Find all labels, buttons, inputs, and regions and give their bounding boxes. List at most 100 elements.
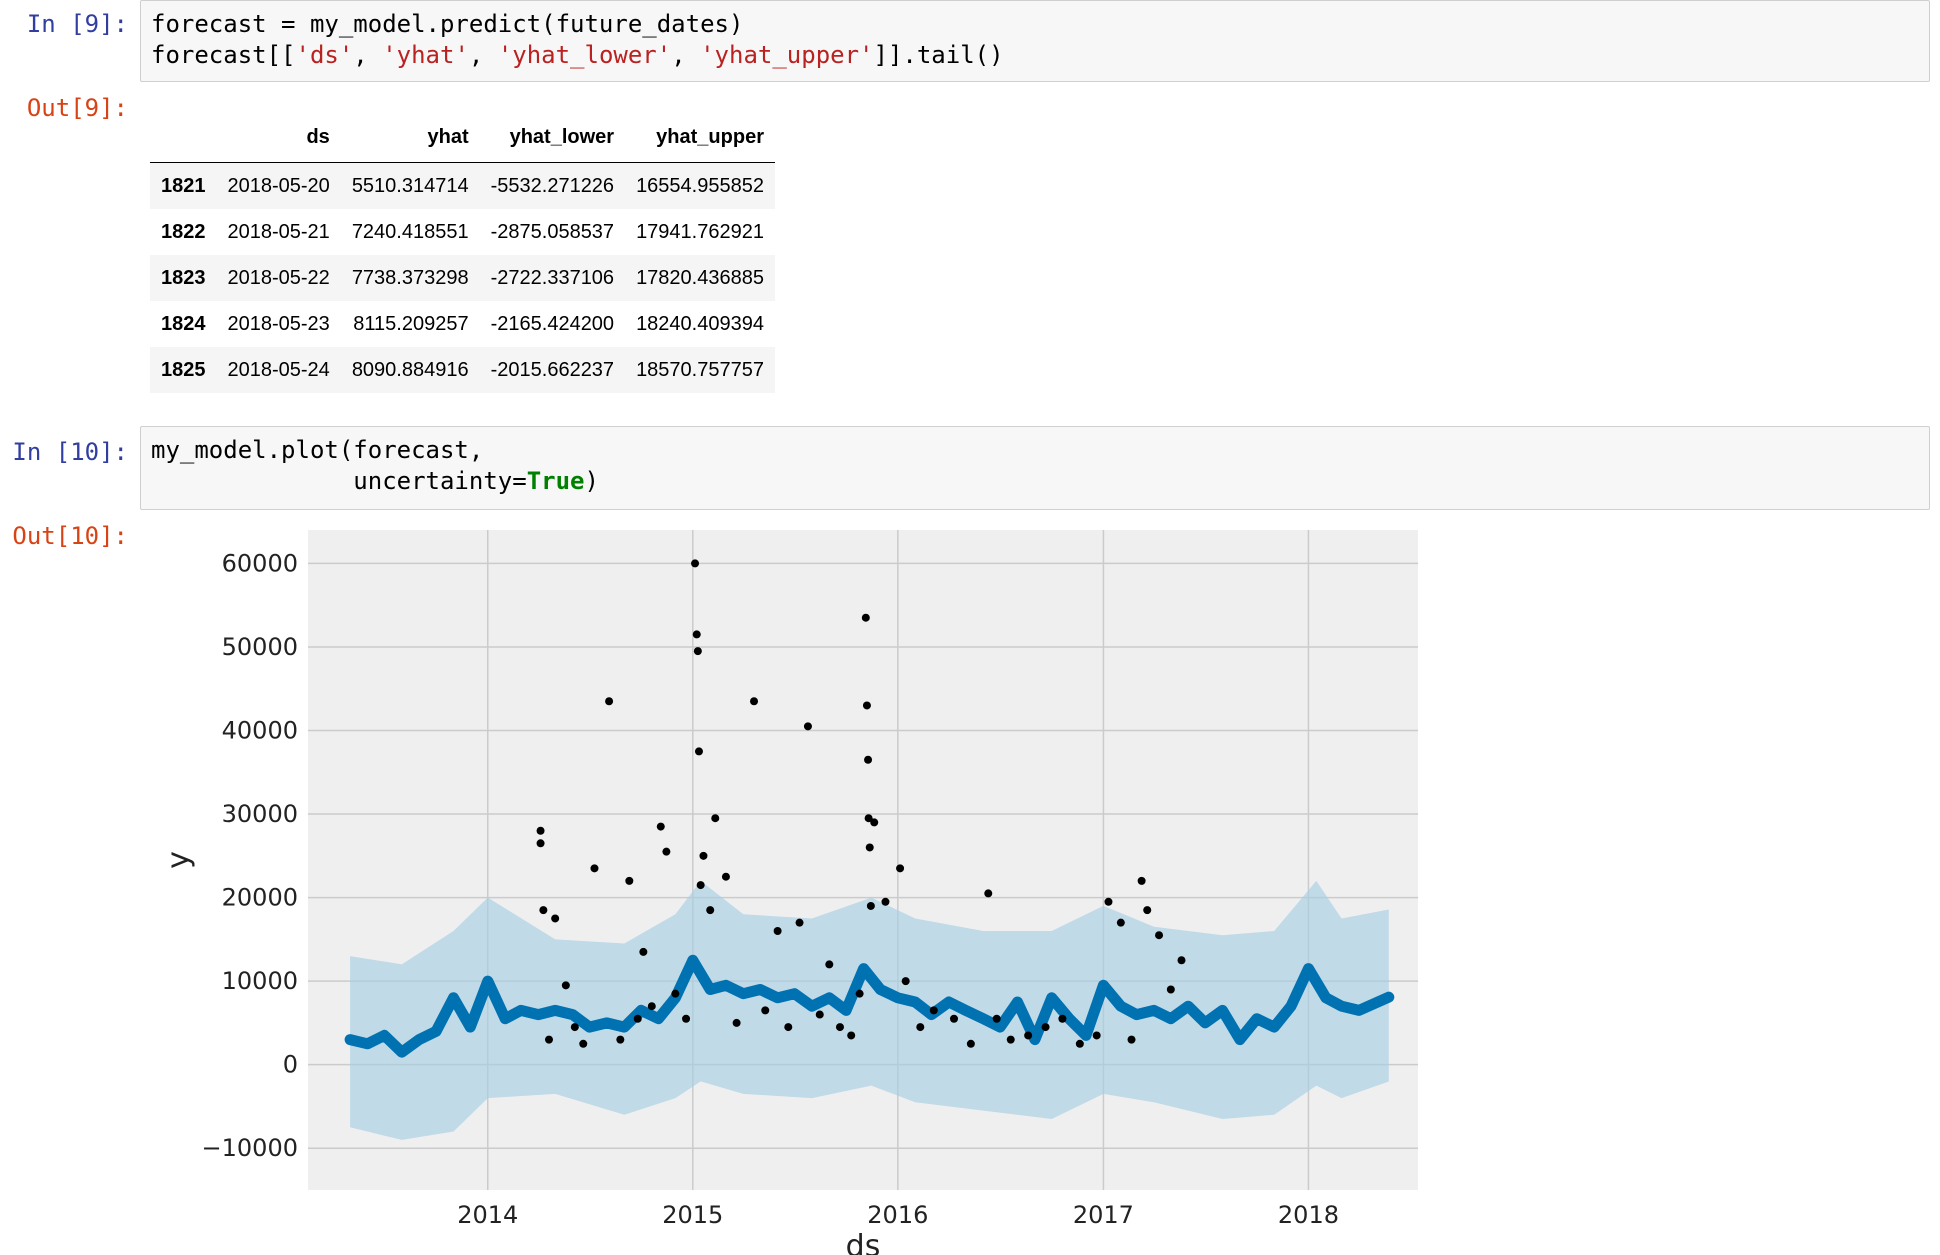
observed-point (847, 1031, 856, 1040)
code-cell-10[interactable]: my_model.plot(forecast, uncertainty=True… (140, 426, 1930, 510)
uncertainty-band (350, 880, 1389, 1140)
code-text: , (353, 41, 383, 69)
observed-point (1058, 1014, 1067, 1023)
table-row: 1824 2018-05-23 8115.209257 -2165.424200 182… (150, 301, 775, 347)
observed-point (865, 843, 874, 852)
observed-point (1155, 931, 1164, 940)
table-cell: 2018-05-22 (227, 266, 330, 289)
row-index: 1821 (161, 174, 206, 197)
observed-point (795, 918, 804, 927)
code-text: uncertainty= (151, 467, 527, 495)
table-cell: 7240.418551 (351, 220, 469, 243)
observed-point (1137, 876, 1146, 885)
code-text: ) (584, 467, 599, 495)
observed-point (699, 851, 708, 860)
observed-point (864, 814, 873, 823)
table-cell: -2722.337106 (490, 266, 615, 289)
column-header: yhat_lower (479, 112, 626, 163)
y-tick-label: 50000 (222, 633, 298, 661)
row-index: 1822 (161, 220, 206, 243)
observed-point (1041, 1023, 1050, 1032)
observed-point (750, 697, 759, 706)
y-tick-label: 20000 (222, 884, 298, 912)
y-tick-label: 40000 (222, 717, 298, 745)
input-prompt-9: In [9]: (26, 10, 128, 38)
table-cell: 7738.373298 (351, 266, 469, 289)
table-cell: 2018-05-24 (227, 358, 330, 381)
output-prompt-9: Out[9]: (26, 94, 128, 122)
observed-point (671, 989, 680, 998)
observed-point (855, 989, 864, 998)
observed-point (861, 613, 870, 622)
observed-point (916, 1023, 925, 1032)
table-header-row: ds yhat yhat_lower yhat_upper (150, 112, 775, 163)
code-text: my_model.plot(forecast, (151, 436, 484, 464)
observed-point (561, 981, 570, 990)
observed-point (693, 647, 702, 656)
observed-point (682, 1014, 691, 1023)
observed-point (815, 1010, 824, 1019)
observed-point (1143, 906, 1152, 915)
output-prompt-10: Out[10]: (12, 522, 128, 550)
table-cell: 2018-05-21 (227, 220, 330, 243)
y-tick-label: −10000 (202, 1134, 298, 1162)
observed-point (1104, 897, 1113, 906)
string-literal: 'yhat_upper' (700, 41, 874, 69)
code-line: forecast[['ds', 'yhat', 'yhat_lower', 'y… (151, 40, 1919, 71)
code-line: uncertainty=True) (151, 466, 1919, 497)
code-cell-9[interactable]: forecast = my_model.predict(future_dates… (140, 0, 1930, 82)
table-cell: 8090.884916 (351, 358, 469, 381)
table-cell: -2165.424200 (490, 312, 615, 335)
observed-point (551, 914, 560, 923)
forecast-plot: 60000 50000 40000 30000 20000 10000 0 −10000 201… (161, 530, 1418, 1255)
observed-point (1116, 918, 1125, 927)
observed-point (803, 722, 812, 731)
observed-point (825, 960, 834, 969)
table-row: 1821 2018-05-20 5510.314714 -5532.271226 165… (150, 162, 775, 209)
y-tick-label: 30000 (222, 800, 298, 828)
table-row: 1825 2018-05-24 8090.884916 -2015.662237 185… (150, 347, 775, 393)
x-tick-label: 2017 (1073, 1201, 1134, 1229)
table-cell: -5532.271226 (490, 174, 615, 197)
observed-point (647, 1002, 656, 1011)
observed-point (706, 906, 715, 915)
forecast-dataframe: ds yhat yhat_lower yhat_upper 1821 2018-05-2… (150, 112, 775, 393)
observed-point (536, 839, 545, 848)
observed-point (692, 630, 701, 639)
x-tick-label: 2014 (457, 1201, 518, 1229)
observed-point (881, 897, 890, 906)
observed-point (1006, 1035, 1015, 1044)
x-tick-label: 2018 (1278, 1201, 1339, 1229)
observed-point (1166, 985, 1175, 994)
table-cell: 18240.409394 (636, 312, 764, 335)
observed-point (992, 1014, 1001, 1023)
input-prompt-10: In [10]: (12, 438, 128, 466)
observed-point (633, 1014, 642, 1023)
table-row: 1822 2018-05-21 7240.418551 -2875.058537 179… (150, 209, 775, 255)
observed-point (662, 847, 671, 856)
observed-point (984, 889, 993, 898)
observed-point (1092, 1031, 1101, 1040)
observed-point (570, 1023, 579, 1032)
x-tick-label: 2015 (662, 1201, 723, 1229)
table-cell: 5510.314714 (351, 174, 469, 197)
observed-point (835, 1023, 844, 1032)
observed-point (950, 1014, 959, 1023)
y-tick-label: 10000 (222, 967, 298, 995)
observed-point (625, 876, 634, 885)
observed-point (544, 1035, 553, 1044)
table-cell: 16554.955852 (636, 174, 764, 197)
keyword: True (526, 467, 585, 495)
code-text: ]].tail() (873, 41, 1004, 69)
table-cell: 17820.436885 (636, 266, 764, 289)
observed-point (784, 1023, 793, 1032)
code-text: forecast = my_model.predict(future_dates… (151, 10, 744, 38)
observed-point (773, 927, 782, 936)
observed-point (1127, 1035, 1136, 1044)
string-literal: 'yhat' (382, 41, 469, 69)
observed-point (866, 901, 875, 910)
table-cell: -2015.662237 (490, 358, 615, 381)
observed-point (901, 977, 910, 986)
observed-point (721, 872, 730, 881)
code-line: my_model.plot(forecast, (151, 435, 1919, 466)
